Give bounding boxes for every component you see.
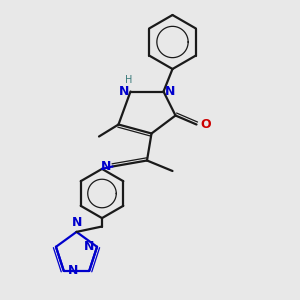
Text: O: O [200, 118, 211, 131]
Text: N: N [118, 85, 129, 98]
Text: N: N [84, 240, 94, 253]
Text: N: N [165, 85, 175, 98]
Text: H: H [125, 75, 133, 85]
Text: N: N [68, 265, 78, 278]
Text: N: N [72, 217, 82, 230]
Text: N: N [100, 160, 111, 173]
